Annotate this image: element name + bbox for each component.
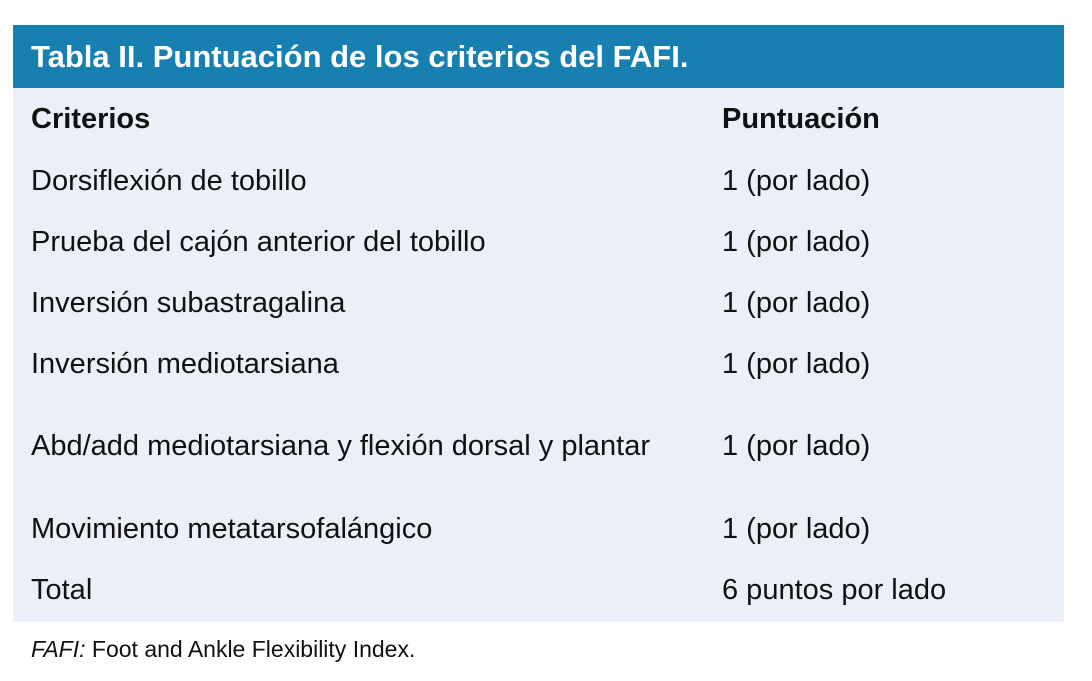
- criterio-cell: Abd/add mediotarsiana y flexión dorsal y…: [13, 426, 722, 466]
- table-row: Inversión mediotarsiana 1 (por lado): [13, 333, 1064, 394]
- table-row: Movimiento metatarsofalángico 1 (por lad…: [13, 498, 1064, 559]
- footnote: FAFI: Foot and Ankle Flexibility Index.: [31, 636, 415, 663]
- table-row: Dorsiflexión de tobillo 1 (por lado): [13, 150, 1064, 211]
- criterio-cell: Dorsiflexión de tobillo: [31, 164, 307, 197]
- puntuacion-cell: 6 puntos por lado: [722, 573, 947, 606]
- puntuacion-cell: 1 (por lado): [722, 347, 871, 380]
- table-row: Abd/add mediotarsiana y flexión dorsal y…: [13, 394, 1064, 498]
- column-header-puntuacion: Puntuación: [722, 103, 880, 135]
- puntuacion-cell: 1 (por lado): [722, 430, 871, 462]
- criterio-cell: Inversión mediotarsiana: [31, 347, 339, 380]
- footnote-abbr: FAFI:: [31, 636, 86, 662]
- criterio-cell: Total: [31, 573, 93, 606]
- puntuacion-cell: 1 (por lado): [722, 164, 871, 197]
- table-row: Prueba del cajón anterior del tobillo 1 …: [13, 211, 1064, 272]
- table-row: Inversión subastragalina 1 (por lado): [13, 272, 1064, 333]
- puntuacion-cell: 1 (por lado): [722, 286, 871, 319]
- table-header-row: Criterios Puntuación: [13, 88, 1064, 150]
- table-row-total: Total 6 puntos por lado: [13, 559, 1064, 620]
- criterio-cell: Movimiento metatarsofalángico: [31, 512, 433, 545]
- puntuacion-cell: 1 (por lado): [722, 225, 871, 258]
- column-header-criterios: Criterios: [31, 103, 151, 135]
- scores-table: Criterios Puntuación Dorsiflexión de tob…: [13, 88, 1064, 622]
- criterio-cell: Prueba del cajón anterior del tobillo: [31, 225, 486, 258]
- table-title: Tabla II. Puntuación de los criterios de…: [13, 25, 1064, 88]
- criterio-cell: Inversión subastragalina: [31, 286, 346, 319]
- footnote-text: Foot and Ankle Flexibility Index.: [85, 636, 416, 662]
- puntuacion-cell: 1 (por lado): [722, 512, 871, 545]
- criterio-text: Abd/add mediotarsiana y flexión dorsal y…: [31, 430, 651, 462]
